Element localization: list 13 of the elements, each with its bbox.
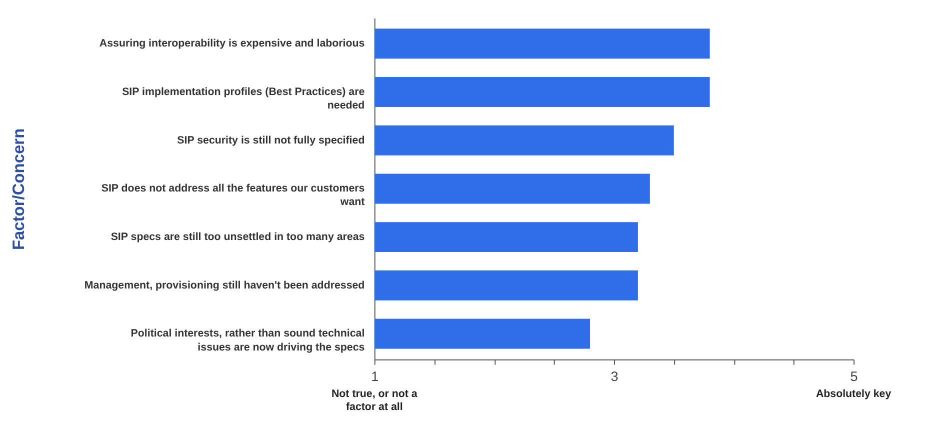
y-tick-label: SIP specs are still too unsettled in too many areas bbox=[110, 230, 365, 243]
y-tick-label: Management, provisioning still haven't been addressed bbox=[84, 279, 365, 292]
y-tick-label: SIP security is still not fully specified bbox=[177, 134, 365, 146]
y-tick-label: Political interests, rather than sound technical issues are now driving the specs bbox=[130, 328, 365, 354]
y-axis-title: Factor/Concern bbox=[10, 128, 28, 250]
x-tick-label: 5 bbox=[850, 369, 858, 384]
y-tick-label: SIP does not address all the features our customers want bbox=[101, 182, 366, 208]
text: Absolutely key bbox=[816, 388, 892, 400]
y-tick-label: SIP implementation profiles (Best Practices) are needed bbox=[122, 86, 365, 112]
x-tick-label: 3 bbox=[610, 369, 618, 384]
text: Not true, or not a factor at all bbox=[331, 388, 418, 413]
x-tick-label: 1 bbox=[371, 369, 379, 384]
y-tick-label: Assuring interoperability is expensive and laborious bbox=[99, 38, 365, 50]
